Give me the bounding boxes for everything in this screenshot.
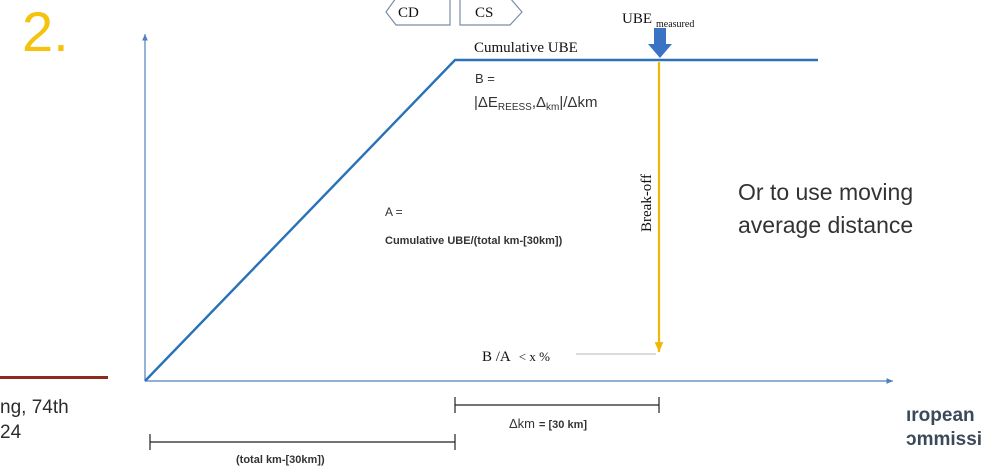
a-definition-line-1: A = [385, 205, 403, 219]
ratio-condition: < x % [519, 349, 550, 364]
ratio-label: B /A < x % [482, 349, 550, 365]
b-def-sub-km: km [546, 102, 559, 113]
side-note-line-1: Or to use moving [738, 179, 914, 205]
delta-km-value: = [30 km] [539, 419, 587, 431]
footer-rule [0, 376, 108, 379]
cd-tab-label: CD [398, 5, 419, 21]
european-commission-logo-text: ıropean ɔmmissi [906, 404, 982, 452]
ube-measured-main: UBE [622, 11, 652, 27]
delta-km-label: Δkm = [30 km] [509, 416, 587, 431]
cumulative-ube-label: Cumulative UBE [474, 40, 578, 56]
b-def-suffix: |/Δkm [559, 94, 597, 111]
b-definition-line-1: B = [475, 71, 495, 86]
cs-tab: CS [459, 0, 523, 26]
a-definition-line-2: Cumulative UBE/(total km-[30km]) [385, 235, 563, 247]
ube-measured-sub: measured [656, 19, 694, 30]
slide-number: 2. [22, 0, 69, 63]
break-off-label: Break-off [639, 174, 655, 232]
delta-km-bracket [454, 397, 660, 413]
ube-measured-arrow [648, 28, 672, 58]
cumulative-ube-line [144, 58, 818, 382]
total-km-bracket [149, 434, 456, 450]
logo-line-1: ıropean [906, 405, 975, 426]
logo-line-2: ɔmmissi [906, 429, 983, 450]
delta-km-prefix: Δkm [509, 416, 535, 431]
b-def-mid: ,Δ [532, 94, 546, 111]
total-km-label: (total km-[30km]) [236, 454, 325, 466]
side-note: Or to use moving average distance [738, 176, 913, 242]
side-note-line-2: average distance [738, 212, 914, 238]
b-def-prefix: |ΔE [474, 94, 498, 111]
b-definition-line-2: |ΔEREESS,Δkm|/Δkm [474, 94, 597, 113]
b-def-sub-reess: REESS [498, 102, 532, 113]
ube-measured-label: UBE measured [622, 11, 694, 30]
cs-tab-label: CS [475, 5, 493, 21]
cd-tab: CD [385, 0, 451, 26]
ratio-main: B /A [482, 349, 511, 365]
footer-text-line-2: 24 [0, 422, 22, 443]
footer-text-line-1: ng, 74th [0, 397, 69, 418]
